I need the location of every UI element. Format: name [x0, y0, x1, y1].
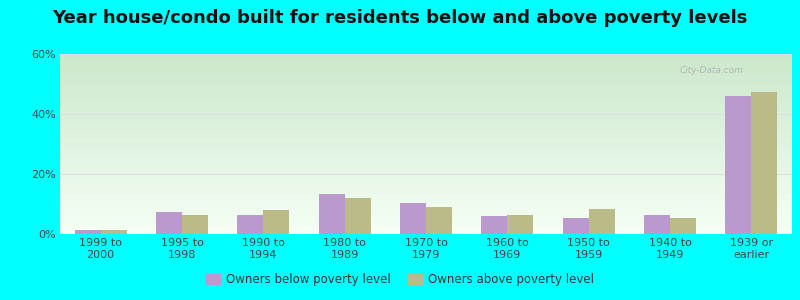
Bar — [156, 212, 182, 234]
Bar — [562, 218, 589, 234]
Bar — [74, 230, 101, 234]
Bar — [426, 207, 452, 234]
Bar — [345, 198, 370, 234]
Bar — [589, 208, 614, 234]
Bar — [751, 92, 778, 234]
Bar — [238, 214, 263, 234]
Bar — [263, 210, 290, 234]
Bar — [101, 230, 126, 234]
Bar — [400, 202, 426, 234]
Bar — [507, 214, 534, 234]
Bar — [726, 96, 751, 234]
Text: City-Data.com: City-Data.com — [680, 66, 744, 75]
Legend: Owners below poverty level, Owners above poverty level: Owners below poverty level, Owners above… — [201, 269, 599, 291]
Text: Year house/condo built for residents below and above poverty levels: Year house/condo built for residents bel… — [52, 9, 748, 27]
Bar — [182, 214, 208, 234]
Bar — [482, 216, 507, 234]
Bar — [670, 218, 696, 234]
Bar — [318, 194, 345, 234]
Bar — [644, 214, 670, 234]
